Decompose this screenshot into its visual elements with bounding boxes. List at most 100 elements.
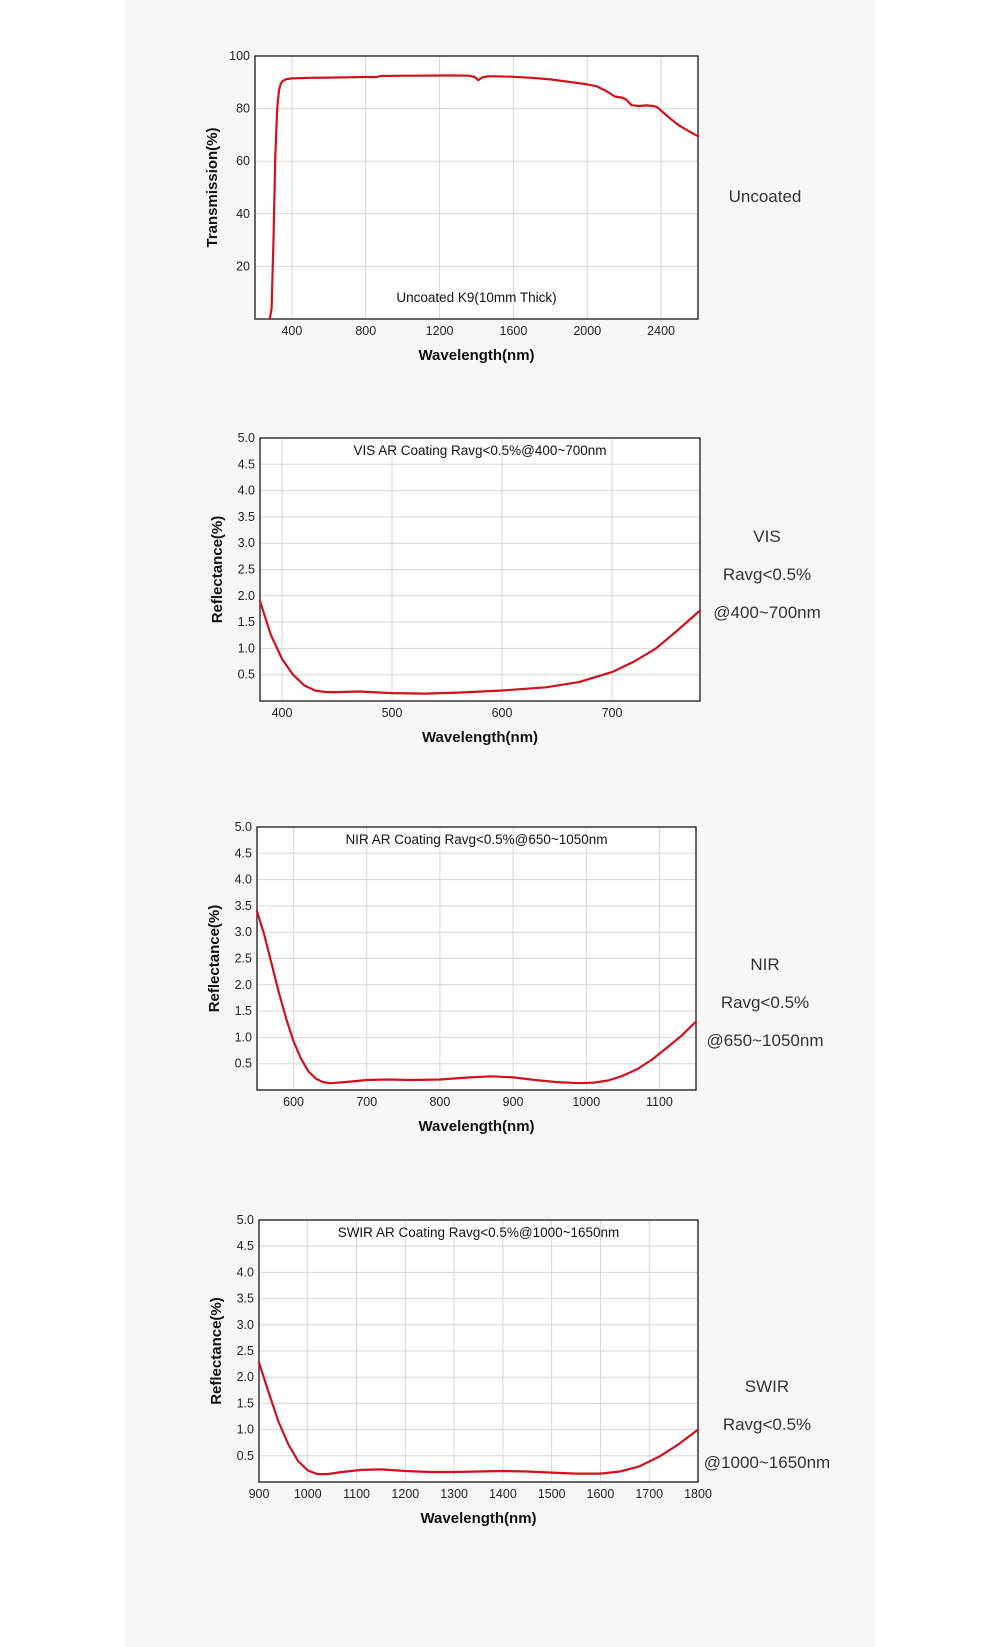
side-label-swir: SWIR Ravg<0.5% @1000~1650nm [687, 1368, 847, 1482]
x-tick-label: 900 [249, 1487, 270, 1501]
y-tick-label: 4.0 [238, 484, 255, 498]
y-tick-label: 1.0 [235, 1030, 252, 1044]
y-axis-label: Transmission(%) [204, 127, 221, 247]
swir-reflectance-chart: 900 1000 1100 1200 1300 1400 1500 1600 1700 1800 0… [208, 1213, 712, 1527]
side-label-line: VIS [753, 527, 781, 546]
x-tick-label: 1400 [489, 1487, 517, 1501]
x-tick-label: 700 [602, 706, 623, 720]
series-line [255, 910, 698, 1085]
plot-frame [256, 826, 697, 1091]
y-tick-label: 4.5 [237, 1239, 254, 1253]
side-label-line: Ravg<0.5% [722, 1415, 812, 1434]
x-axis-label: Wavelength(nm) [418, 347, 534, 364]
x-tick-label: 1500 [538, 1487, 566, 1501]
x-tick-label: 1000 [294, 1487, 322, 1501]
transmission-chart: 400 800 1200 1600 2000 2400 20 40 60 80 100 Wavelen… [204, 49, 700, 364]
y-tick-label: 3.0 [235, 925, 252, 939]
y-tick-label: 2.5 [237, 1344, 254, 1358]
chart-annotation: SWIR AR Coating Ravg<0.5%@1000~1650nm [338, 1225, 620, 1240]
y-tick-label: 0.5 [237, 1449, 254, 1463]
x-tick-label: 1100 [646, 1095, 673, 1109]
side-label-line: SWIR [744, 1377, 790, 1396]
vis-reflectance-panel: 400 500 600 700 0.5 1.0 1.5 2.0 2.5 3.0 3.5 4.0 4.5 5… [125, 400, 875, 780]
plot-frame [259, 437, 701, 702]
x-tick-label: 700 [356, 1095, 377, 1109]
y-tick-label: 4.0 [237, 1265, 254, 1279]
x-tick-label: 500 [382, 706, 403, 720]
chart-annotation: Uncoated K9(10mm Thick) [396, 290, 556, 305]
x-tick-label: 1600 [587, 1487, 615, 1501]
series-line [268, 74, 700, 321]
x-tick-label: 1200 [426, 324, 454, 338]
y-axis-label: Reflectance(%) [209, 516, 226, 624]
nir-reflectance-chart: 600 700 800 900 1000 1100 0.5 1.0 1.5 2.0 2.5 3.0 3.… [206, 820, 698, 1135]
y-tick-label: 5.0 [237, 1213, 254, 1227]
y-tick-label: 5.0 [238, 431, 255, 445]
y-tick-label: 80 [236, 102, 250, 116]
x-axis-label: Wavelength(nm) [418, 1118, 534, 1135]
side-label-line: @400~700nm [713, 603, 821, 622]
side-label-line: Ravg<0.5% [722, 565, 812, 584]
side-label-line: @650~1050nm [706, 1031, 824, 1050]
y-tick-label: 40 [236, 207, 250, 221]
y-tick-label: 3.5 [235, 899, 252, 913]
y-tick-label: 2.0 [238, 589, 255, 603]
x-axis-label: Wavelength(nm) [420, 1510, 536, 1527]
x-tick-label: 800 [355, 324, 376, 338]
y-tick-label: 4.5 [238, 457, 255, 471]
series-line [258, 600, 702, 695]
swir-reflectance-panel: 900 1000 1100 1200 1300 1400 1500 1600 1700 1800 0… [125, 1213, 875, 1600]
x-tick-label: 800 [429, 1095, 450, 1109]
vis-reflectance-chart: 400 500 600 700 0.5 1.0 1.5 2.0 2.5 3.0 3.5 4.0 4.5 5… [209, 431, 702, 746]
y-tick-label: 100 [229, 49, 250, 63]
side-label-nir: NIR Ravg<0.5% @650~1050nm [685, 946, 845, 1060]
x-tick-label: 2000 [573, 324, 601, 338]
x-tick-label: 1600 [500, 324, 528, 338]
y-tick-label: 60 [236, 154, 250, 168]
y-tick-label: 0.5 [238, 668, 255, 682]
side-label-line: Uncoated [728, 187, 802, 206]
transmission-panel: 400 800 1200 1600 2000 2400 20 40 60 80 100 Wavelen… [125, 0, 875, 380]
y-tick-label: 4.0 [235, 873, 252, 887]
x-tick-label: 600 [283, 1095, 304, 1109]
series-line [257, 1361, 700, 1476]
plot-frame [254, 55, 699, 320]
y-tick-label: 5.0 [235, 820, 252, 834]
x-tick-label: 1100 [343, 1487, 370, 1501]
chart-annotation: VIS AR Coating Ravg<0.5%@400~700nm [353, 443, 606, 458]
y-tick-label: 3.5 [237, 1292, 254, 1306]
side-label-vis: VIS Ravg<0.5% @400~700nm [687, 518, 847, 632]
x-tick-label: 1800 [684, 1487, 712, 1501]
y-tick-label: 2.5 [235, 952, 252, 966]
y-axis-label: Reflectance(%) [206, 905, 223, 1013]
y-tick-label: 1.0 [237, 1423, 254, 1437]
y-tick-label: 0.5 [235, 1057, 252, 1071]
y-tick-label: 3.0 [237, 1318, 254, 1332]
y-axis-label: Reflectance(%) [208, 1297, 225, 1405]
chart-annotation: NIR AR Coating Ravg<0.5%@650~1050nm [345, 832, 607, 847]
x-tick-label: 2400 [647, 324, 675, 338]
spec-sheet: 400 800 1200 1600 2000 2400 20 40 60 80 100 Wavelen… [125, 0, 875, 1647]
y-tick-label: 2.0 [237, 1370, 254, 1384]
x-tick-label: 1700 [635, 1487, 663, 1501]
side-label-line: Ravg<0.5% [720, 993, 810, 1012]
y-tick-label: 1.0 [238, 641, 255, 655]
side-label-line: NIR [750, 955, 780, 974]
nir-reflectance-panel: 600 700 800 900 1000 1100 0.5 1.0 1.5 2.0 2.5 3.0 3.… [125, 809, 875, 1189]
y-tick-label: 1.5 [237, 1396, 254, 1410]
x-tick-label: 1300 [440, 1487, 468, 1501]
plot-frame [258, 1219, 699, 1483]
y-tick-label: 3.0 [238, 536, 255, 550]
y-tick-label: 2.5 [238, 563, 255, 577]
x-axis-label: Wavelength(nm) [422, 729, 538, 746]
x-tick-label: 400 [281, 324, 302, 338]
x-tick-label: 900 [503, 1095, 524, 1109]
y-tick-label: 3.5 [238, 510, 255, 524]
x-tick-label: 400 [272, 706, 293, 720]
y-tick-label: 1.5 [235, 1004, 252, 1018]
x-tick-label: 600 [492, 706, 513, 720]
y-tick-label: 4.5 [235, 846, 252, 860]
y-tick-label: 20 [236, 259, 250, 273]
y-tick-label: 1.5 [238, 615, 255, 629]
side-label-line: @1000~1650nm [703, 1453, 831, 1472]
